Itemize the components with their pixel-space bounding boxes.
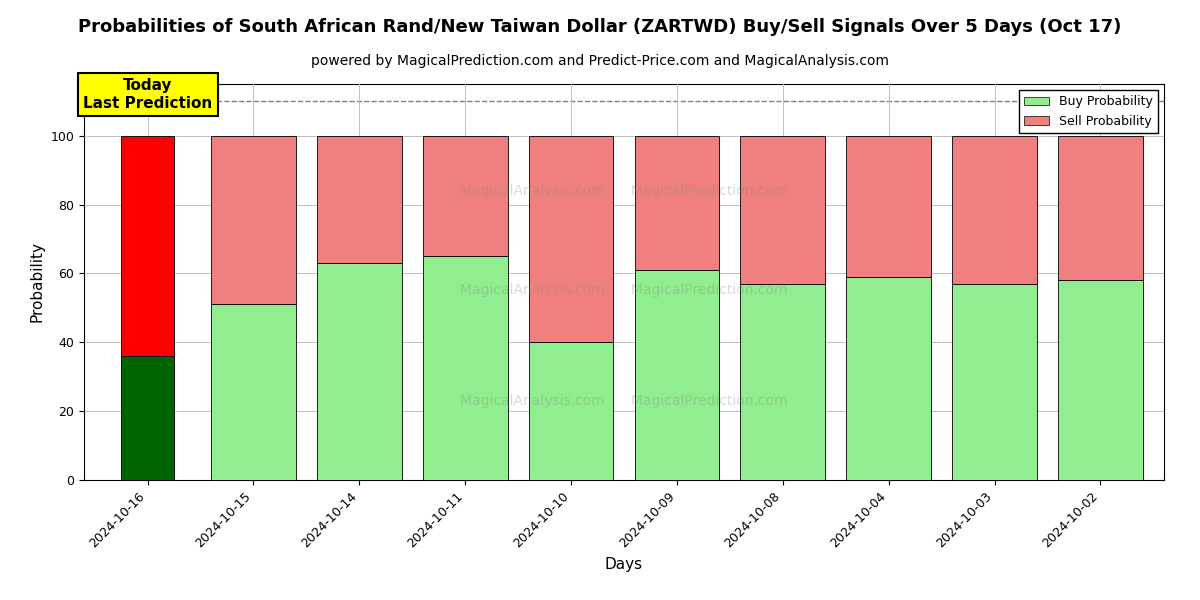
Legend: Buy Probability, Sell Probability: Buy Probability, Sell Probability xyxy=(1019,90,1158,133)
Bar xyxy=(1058,136,1142,280)
Text: MagicalAnalysis.com      MagicalPrediction.com: MagicalAnalysis.com MagicalPrediction.co… xyxy=(461,184,787,198)
Bar xyxy=(529,136,613,342)
Text: MagicalAnalysis.com      MagicalPrediction.com: MagicalAnalysis.com MagicalPrediction.co… xyxy=(461,394,787,408)
Bar xyxy=(953,284,1037,480)
Text: powered by MagicalPrediction.com and Predict-Price.com and MagicalAnalysis.com: powered by MagicalPrediction.com and Pre… xyxy=(311,54,889,68)
Bar xyxy=(740,284,826,480)
Bar xyxy=(211,136,295,304)
Bar xyxy=(740,136,826,284)
Bar xyxy=(121,356,174,480)
Text: Today
Last Prediction: Today Last Prediction xyxy=(83,78,212,110)
Y-axis label: Probability: Probability xyxy=(30,241,44,323)
Bar xyxy=(635,270,719,480)
Bar xyxy=(422,136,508,256)
Bar xyxy=(846,136,931,277)
Bar xyxy=(635,136,719,270)
Bar xyxy=(317,136,402,263)
Bar xyxy=(422,256,508,480)
Bar xyxy=(846,277,931,480)
X-axis label: Days: Days xyxy=(605,557,643,572)
Bar xyxy=(121,136,174,356)
Bar xyxy=(317,263,402,480)
Bar xyxy=(1058,280,1142,480)
Bar xyxy=(529,342,613,480)
Bar xyxy=(953,136,1037,284)
Text: Probabilities of South African Rand/New Taiwan Dollar (ZARTWD) Buy/Sell Signals : Probabilities of South African Rand/New … xyxy=(78,18,1122,36)
Bar xyxy=(211,304,295,480)
Text: MagicalAnalysis.com      MagicalPrediction.com: MagicalAnalysis.com MagicalPrediction.co… xyxy=(461,283,787,297)
